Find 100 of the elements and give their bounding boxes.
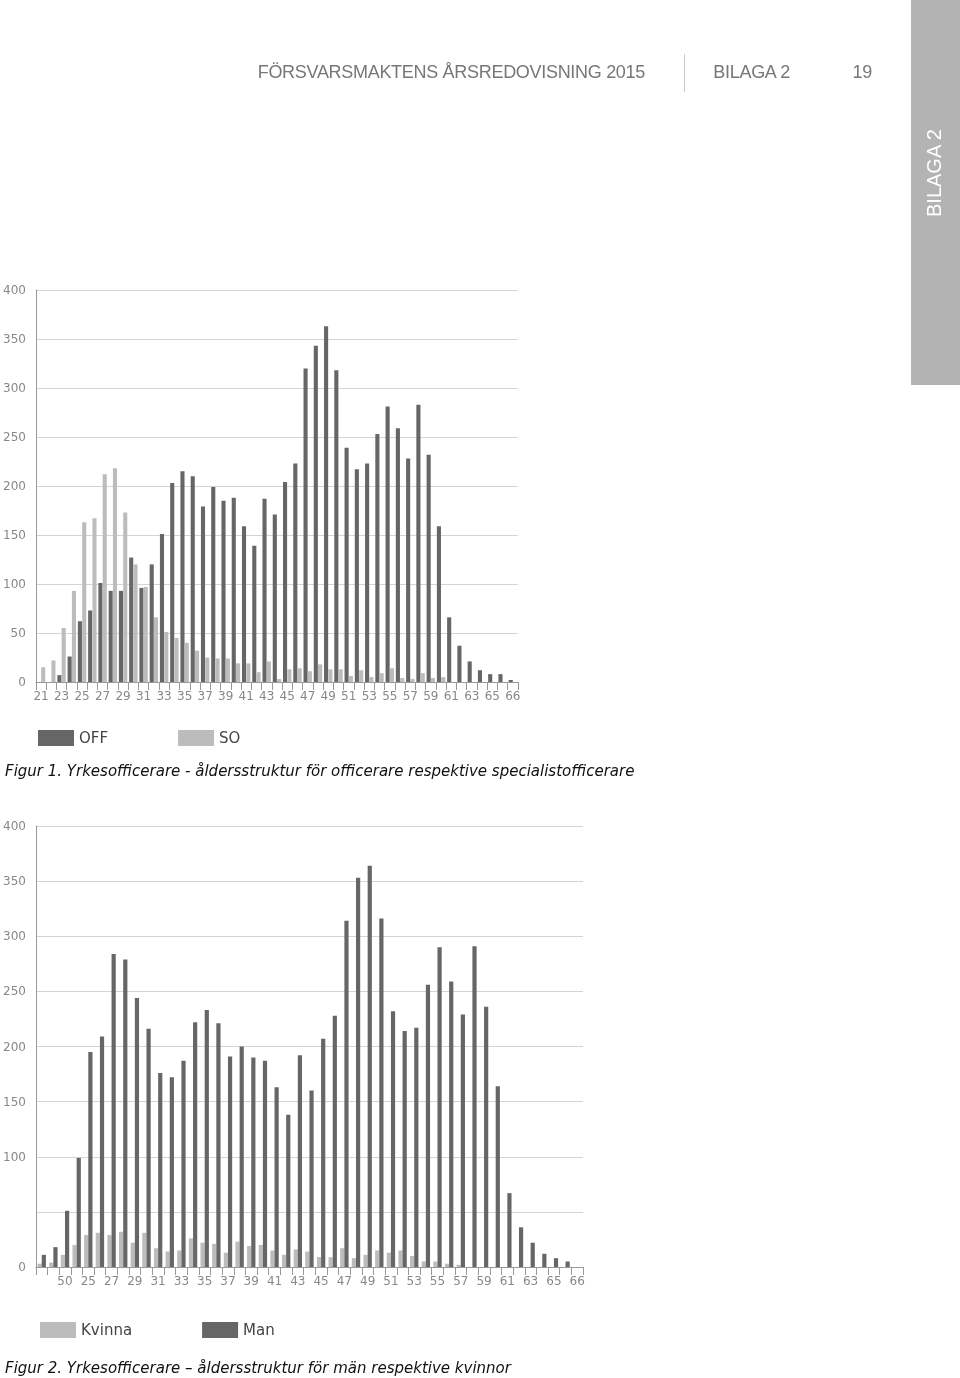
bar	[153, 617, 159, 682]
bar	[71, 590, 77, 682]
y-tick-label: 300	[3, 929, 26, 944]
side-tab: BILAGA 2	[911, 0, 960, 385]
bar	[410, 1255, 415, 1267]
bar	[119, 1231, 124, 1267]
x-tick-label: 59	[423, 689, 439, 703]
x-tick-label: 25	[74, 689, 90, 703]
x-tick-label: 51	[383, 1274, 399, 1288]
x-tick-label: 43	[290, 1274, 306, 1288]
x-tick-label: 53	[406, 1274, 422, 1288]
text: 19	[852, 62, 872, 83]
bar	[270, 1250, 275, 1267]
bar	[82, 522, 87, 682]
bar	[188, 1238, 194, 1267]
bar	[477, 670, 482, 682]
y-tick-label: 100	[3, 577, 26, 591]
bar	[421, 1261, 426, 1267]
x-tick-label: 39	[243, 1274, 259, 1288]
bar	[142, 1232, 147, 1267]
y-tick-label: 0	[18, 1260, 26, 1274]
bar	[102, 474, 107, 682]
bar	[281, 1254, 287, 1267]
bar	[99, 1036, 105, 1267]
bar	[309, 1090, 314, 1267]
y-tick-label: 350	[3, 332, 26, 346]
x-tick-label: 31	[135, 689, 152, 703]
bar	[123, 959, 128, 1267]
x-tick-label: 45	[279, 689, 295, 703]
bar	[227, 1056, 233, 1267]
bar	[359, 670, 364, 682]
bar	[332, 1015, 337, 1267]
bar	[223, 1252, 228, 1267]
x-tick-label: 49	[320, 689, 336, 703]
bar	[425, 984, 431, 1267]
bar	[293, 1249, 298, 1267]
x-tick-label: 27	[103, 1274, 120, 1288]
bar	[305, 1251, 310, 1267]
bar	[565, 1261, 570, 1267]
x-tick-label: 29	[127, 1274, 143, 1288]
x-tick-label: 65	[484, 689, 500, 703]
bar	[447, 617, 452, 682]
x-tick-label: 66	[569, 1274, 585, 1288]
x-tick-label: 51	[341, 689, 357, 703]
bar	[262, 498, 267, 682]
y-tick-label: 400	[3, 819, 26, 833]
bar	[77, 621, 82, 682]
bar	[41, 667, 46, 682]
x-tick-label: 31	[150, 1274, 166, 1288]
x-tick-label: 33	[173, 1274, 190, 1288]
bar	[180, 471, 185, 682]
x-tick-label: 23	[53, 689, 70, 703]
bar	[165, 1251, 170, 1267]
x-tick-label: 57	[453, 1274, 469, 1288]
bar	[441, 677, 446, 682]
bar	[321, 1038, 326, 1267]
bar	[112, 468, 118, 682]
bar	[426, 454, 431, 682]
bar	[95, 1232, 100, 1267]
bar	[410, 679, 415, 682]
bar	[174, 637, 179, 682]
bar	[205, 657, 210, 682]
bar	[111, 953, 116, 1267]
x-tick-label: 41	[266, 1274, 283, 1288]
bar	[395, 428, 400, 682]
bar	[553, 1258, 559, 1267]
bar	[88, 1052, 93, 1267]
bar	[123, 512, 128, 682]
bar	[367, 865, 372, 1267]
bar	[146, 1028, 151, 1267]
bar	[51, 660, 56, 682]
x-tick-label: 49	[360, 1274, 376, 1288]
bar	[400, 678, 405, 682]
text: Figur 1. Yrkesofficerare - åldersstruktur för officerare respektive specialistofficerare	[5, 761, 635, 780]
bar	[414, 1027, 419, 1267]
bar	[351, 1258, 357, 1267]
x-tick-label: 63	[522, 1274, 539, 1288]
legend-label: Man	[243, 1321, 275, 1339]
x-tick-label: 37	[197, 689, 213, 703]
bar	[60, 1254, 66, 1267]
bar	[98, 583, 103, 682]
bar	[365, 463, 370, 682]
bar	[457, 645, 462, 682]
bar	[379, 673, 384, 682]
bar	[170, 483, 175, 682]
bar	[164, 632, 169, 682]
bar	[386, 1252, 391, 1267]
bar	[67, 656, 72, 682]
bar	[215, 658, 220, 682]
bar	[177, 1250, 182, 1267]
x-tick-label: 65	[546, 1274, 562, 1288]
bar	[200, 1242, 205, 1267]
bar	[65, 1210, 70, 1267]
bar	[363, 1254, 368, 1267]
y-tick-label: 150	[3, 528, 26, 542]
y-tick-label: 250	[3, 984, 26, 999]
bar	[437, 947, 442, 1267]
bar	[41, 1254, 46, 1267]
bar	[231, 497, 236, 682]
x-tick-label: 59	[476, 1274, 492, 1288]
